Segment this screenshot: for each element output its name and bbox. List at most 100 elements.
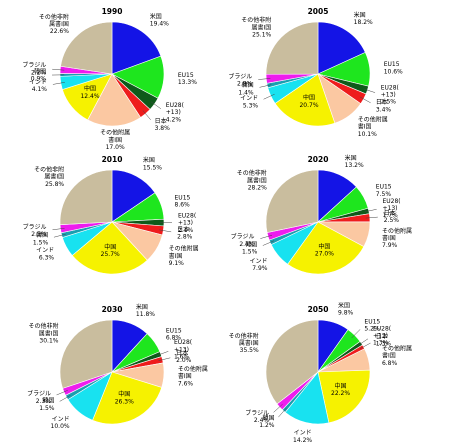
pie-slice-china [287,221,365,275]
chart-title: 2050 [308,305,329,314]
leader-line [357,338,369,346]
slice-label-eu15: EU15 5.2% [364,318,380,332]
pie-slice-us [317,21,366,75]
leader-line [258,78,271,80]
slice-label-india: インド 4.1% [29,79,47,93]
leader-line [56,390,68,396]
leader-line [53,233,66,238]
pie-chart-1990: 1990 米国 19.4% EU15 13.3% EU28(+13) 4.2%日本 3.8% そ… [22,7,197,151]
slice-label-china: 中国 20.7% [299,94,318,109]
slice-label-brazil: ブラジル 2.5% [23,223,47,238]
slice-label-eu28: EU28(+13) 1.3% [373,325,391,346]
pie-slice-china [274,73,336,127]
slice-label-other-annex1: その他附属書I国 10.1% [358,115,388,137]
leader-line [260,234,273,239]
slice-label-india: インド 14.2% [293,430,312,444]
pie-slice-other-annex1 [87,73,141,127]
leader-line [278,407,287,418]
leader-line [158,357,171,361]
slice-label-india: インド 6.3% [36,247,54,261]
pie-slice-other-non-annex1 [265,319,319,405]
slice-label-china: 中国 12.4% [80,85,99,100]
slice-label-india: インド 5.3% [240,95,258,109]
leader-line [364,209,377,213]
slice-label-eu15: EU15 13.3% [178,72,197,86]
leader-line [59,395,71,402]
pie-chart-2020: 2020 米国 13.2% EU15 7.5%EU28(+13) 1.7%日本 2.5% その… [231,154,412,275]
slice-label-other-non-annex1: その他非附属書I国 35.5% [229,332,259,354]
slice-label-japan: 日本 3.8% [155,117,171,132]
slice-label-us: 米国 13.2% [345,154,364,169]
pie-slice-other-non-annex1 [59,319,113,389]
leader-line [52,82,65,85]
leader-line [363,88,376,93]
pie-slice-other-non-annex1 [265,169,319,233]
slice-label-other-non-annex1: その他非附属書I国 22.6% [39,13,69,35]
leader-line [359,96,371,104]
slice-label-japan: 日本 2.5% [384,209,400,224]
chart-title: 2020 [308,155,329,164]
leader-line [52,68,65,71]
slice-label-eu15: EU15 8.6% [175,194,191,208]
slice-label-china: 中国 25.7% [101,243,120,258]
pie-slice-other-non-annex1 [60,21,113,75]
pie-slice-other-non-annex1 [59,169,113,226]
pie-slice-china [317,369,371,424]
slice-label-korea: 韓国 1.5% [39,397,55,412]
leader-line [159,229,172,233]
pie-chart-2005: 2005 米国 18.2% EU15 10.6% EU28(+13) 2.5%日本 3.4% そ… [228,7,403,138]
slice-label-eu28: EU28(+13) 2.5% [381,84,399,105]
slice-label-brazil: ブラジル 2.4% [245,409,269,424]
slice-label-eu15: EU15 10.6% [384,61,403,75]
slice-label-eu15: EU15 7.5% [376,184,392,198]
slice-label-other-non-annex1: その他非附属書I国 30.1% [28,322,58,344]
slice-label-us: 米国 15.5% [143,156,162,171]
leader-line [262,240,275,246]
slice-label-other-non-annex1: その他非附属書I国 28.2% [237,169,267,191]
chart-title: 2030 [102,305,123,314]
slice-label-korea: 韓国 1.5% [33,231,49,246]
slice-label-eu28: EU28(+13) 1.6% [174,339,192,360]
pie-slice-china [71,221,148,275]
slice-label-us: 米国 11.8% [136,303,155,318]
slice-label-other-non-annex1: その他非附属書I国 25.8% [34,165,64,187]
chart-title: 2010 [102,155,123,164]
slice-label-china: 中国 27.0% [315,242,334,257]
leader-line [273,403,283,413]
slice-label-brazil: ブラジル 2.8% [228,73,252,88]
leader-line [142,110,151,121]
slice-label-other-annex1: その他附属書I国 9.1% [169,245,199,267]
slice-label-japan: 日本 2.0% [176,349,192,364]
chart-title: 1990 [102,7,123,16]
slice-label-china: 中国 26.3% [115,390,134,405]
slice-label-eu28: EU28(+13) 4.2% [166,102,184,123]
slice-label-other-annex1: その他附属書I国 17.0% [100,129,130,151]
slice-label-us: 米国 18.2% [354,11,373,26]
pie-slice-us [111,21,162,75]
slice-label-korea: 韓国 1.5% [242,240,258,255]
slice-label-us: 米国 19.4% [150,12,169,27]
slice-label-japan: 日本 1.3% [376,332,392,347]
slice-label-korea: 韓国 1.2% [259,414,275,429]
leader-line [259,84,272,88]
slice-label-other-annex1: その他附属書I国 6.8% [382,344,412,366]
slice-label-korea: 韓国 1.4% [238,81,254,96]
pie-slice-other-non-annex1 [265,21,319,75]
slice-label-brazil: ブラジル 2.2% [22,61,46,76]
slice-label-brazil: ブラジル 2.4% [231,233,255,248]
leader-line [365,216,378,219]
slice-label-brazil: ブラジル 2.3% [27,390,51,405]
slice-label-us: 米国 9.8% [338,302,354,317]
leader-line [351,329,361,339]
leader-line [52,227,65,231]
slice-label-japan: 日本 2.8% [177,225,193,240]
leader-line [263,93,275,100]
slice-label-china: 中国 22.2% [331,382,350,397]
slice-label-eu28: EU28(+13) 1.7% [382,198,400,219]
slice-label-eu15: EU15 6.8% [166,327,182,341]
slice-label-india: インド 7.9% [249,258,267,272]
leader-line [156,351,169,356]
slice-label-eu28: EU28(+13) 2.1% [178,213,196,234]
pie-slice-us [111,169,156,223]
